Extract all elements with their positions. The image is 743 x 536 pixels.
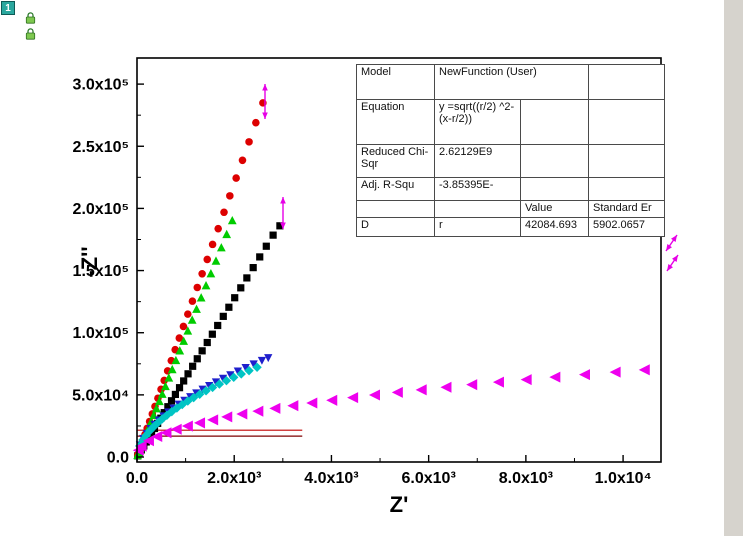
param-dataset: D: [356, 217, 435, 237]
lock-icon[interactable]: [25, 27, 36, 40]
y-tick-label: 3.0x10⁵: [73, 77, 129, 94]
x-tick-label: 6.0x10³: [402, 470, 456, 487]
equation-label: Equation: [356, 99, 435, 145]
lock-icon[interactable]: [25, 11, 36, 24]
table-row: Adj. R-Squ -3.85395E-: [356, 177, 665, 201]
series-magenta-left-triangles: [132, 364, 650, 456]
x-tick-label: 4.0x10³: [304, 470, 358, 487]
x-tick-label: 0.0: [126, 470, 148, 487]
table-row: Equation y =sqrt((r/2) ^2-(x-r/2)): [356, 99, 665, 145]
chi-label: Reduced Chi-Sqr: [356, 144, 435, 178]
series-green-up-triangles: [133, 215, 237, 460]
fit-curve-lines: [137, 429, 303, 437]
x-tick-label: 2.0x10³: [207, 470, 261, 487]
rsq-value: -3.85395E-: [434, 177, 521, 201]
model-label: Model: [356, 64, 435, 100]
error-bar-arrows: [262, 84, 679, 272]
rsq-label: Adj. R-Squ: [356, 177, 435, 201]
param-name: r: [434, 217, 521, 237]
y-axis-ticks: 0.0 5.0x10⁴ 1.0x10⁵ 1.5x10⁵ 2.0x10⁵ 2.5x10⁵ 3.…: [72, 77, 144, 467]
x-tick-label: 1.0x10⁴: [595, 470, 652, 487]
y-axis-title: -Z'': [77, 246, 102, 277]
value-column-header: Value: [520, 200, 589, 218]
table-row: Model NewFunction (User): [356, 64, 665, 100]
x-axis-title: Z': [390, 492, 409, 517]
window-edge: [724, 0, 743, 536]
model-value: NewFunction (User): [434, 64, 589, 100]
y-tick-label: 1.5x10⁵: [73, 263, 129, 280]
layer-1-badge[interactable]: 1: [1, 1, 15, 15]
equation-value: y =sqrt((r/2) ^2-(x-r/2)): [434, 99, 521, 145]
y-tick-label: 1.0x10⁵: [73, 325, 129, 342]
fit-results-table: Model NewFunction (User) Equation y =sqr…: [356, 64, 665, 237]
param-stderr: 5902.0657: [588, 217, 665, 237]
y-tick-label: 0.0: [107, 450, 129, 467]
x-tick-label: 8.0x10³: [499, 470, 553, 487]
y-tick-label: 2.5x10⁵: [73, 139, 129, 156]
x-axis-ticks: 0.0 2.0x10³ 4.0x10³ 6.0x10³ 8.0x10³ 1.0x10⁴: [126, 455, 652, 487]
chi-value: 2.62129E9: [434, 144, 521, 178]
param-value: 42084.693: [520, 217, 589, 237]
table-row: Reduced Chi-Sqr 2.62129E9: [356, 144, 665, 178]
plot-frame: [136, 57, 662, 463]
table-row: D r 42084.693 5902.0657: [356, 217, 665, 237]
y-tick-label: 5.0x10⁴: [72, 387, 129, 404]
table-row: Value Standard Er: [356, 200, 665, 218]
y-tick-label: 2.0x10⁵: [73, 201, 129, 218]
stderr-column-header: Standard Er: [588, 200, 665, 218]
